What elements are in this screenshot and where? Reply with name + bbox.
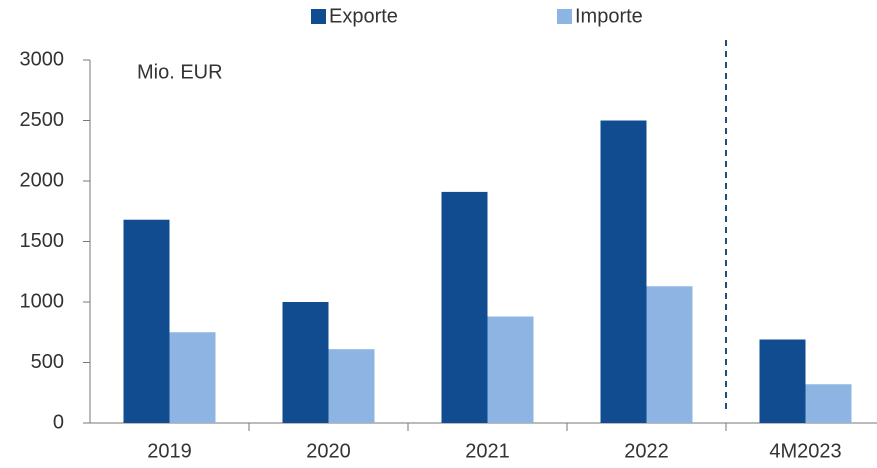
x-tick-label: 2022 [624,440,669,462]
y-tick-label: 1500 [20,230,65,252]
bar [487,316,534,423]
annotation: Mio. EUR [137,61,223,83]
legend-label: Importe [575,5,643,27]
y-tick-label: 2500 [20,109,65,131]
legend-label: Exporte [329,5,398,27]
bar [328,349,375,423]
y-tick-label: 2000 [20,169,65,191]
y-tick-label: 500 [31,351,64,373]
bar [805,384,852,423]
x-tick-label: 2020 [306,440,351,462]
y-tick-label: 1000 [20,290,65,312]
y-tick-label: 3000 [20,48,65,70]
x-tick-label: 2021 [465,440,510,462]
x-tick-label: 4M2023 [769,440,841,462]
bar [282,302,329,423]
bar [600,120,647,423]
bar [123,219,170,423]
bar [169,332,216,423]
x-tick-label: 2019 [147,440,192,462]
legend-swatch [557,9,572,24]
bar [759,339,806,423]
bar [441,191,488,423]
bar [646,286,693,423]
legend-swatch [311,9,326,24]
y-tick-label: 0 [53,411,64,433]
